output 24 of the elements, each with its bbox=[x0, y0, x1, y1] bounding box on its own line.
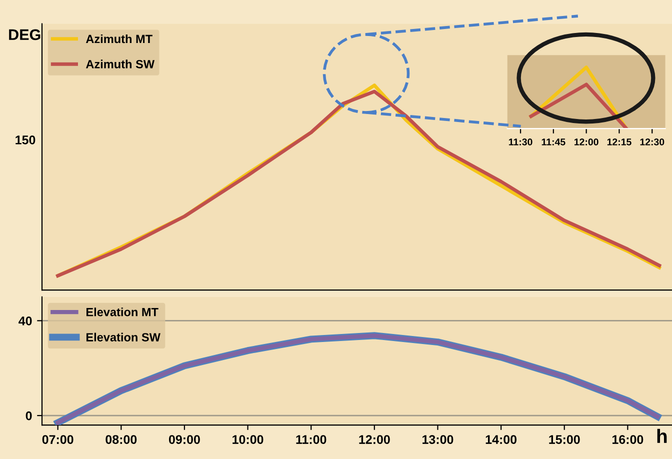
text: 150 bbox=[16, 136, 36, 144]
x-tick-label: 11:45 bbox=[542, 138, 566, 146]
legend-label: Elevation SW bbox=[86, 332, 160, 342]
x-tick-label: 16:00 bbox=[612, 435, 644, 444]
legend-label: Azimuth MT bbox=[86, 34, 152, 44]
x-tick-label: 13:00 bbox=[422, 435, 454, 444]
y-tick-label: 40 bbox=[18, 316, 32, 326]
x-tick-label: 11:30 bbox=[508, 138, 532, 146]
legend-label: Elevation MT bbox=[86, 308, 158, 316]
x-tick-label: 12:00 bbox=[574, 138, 598, 146]
x-tick-label: 12:30 bbox=[640, 138, 664, 146]
y-tick-label: 0 bbox=[26, 411, 32, 420]
x-tick-label: 12:00 bbox=[359, 435, 390, 444]
x-tick-label: 11:00 bbox=[296, 435, 326, 444]
x-tick-label: 09:00 bbox=[168, 435, 200, 444]
x-tick-label: 08:00 bbox=[106, 435, 137, 444]
x-axis-title: h bbox=[657, 428, 667, 443]
x-tick-label: 12:15 bbox=[607, 138, 632, 146]
x-tick-label: 07:00 bbox=[42, 435, 74, 444]
x-tick-label: 10:00 bbox=[232, 435, 264, 444]
legend-label: Azimuth SW bbox=[86, 60, 155, 68]
x-tick-label: 15:00 bbox=[549, 435, 580, 444]
x-tick-label: 14:00 bbox=[486, 435, 517, 444]
y-axis-title: DEG bbox=[9, 29, 40, 40]
